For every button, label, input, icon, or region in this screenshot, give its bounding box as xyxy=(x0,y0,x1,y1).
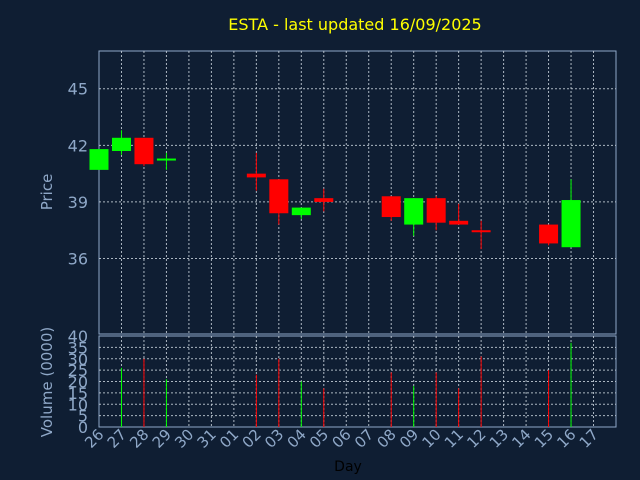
volume-y-tick-label: 30 xyxy=(68,350,88,369)
candle-12 xyxy=(471,220,491,250)
candle-body xyxy=(156,158,176,161)
price-y-tick-labels: 36 39 42 45 xyxy=(68,80,88,269)
price-y-tick-label: 45 xyxy=(68,80,88,99)
candle-27 xyxy=(111,130,131,155)
candle-body xyxy=(269,179,289,214)
volume-bar-series xyxy=(120,342,572,427)
candle-body xyxy=(381,196,401,218)
candle-09 xyxy=(404,198,424,236)
candle-body xyxy=(134,137,154,165)
volume-y-tick-label: 5 xyxy=(78,407,88,426)
candle-16 xyxy=(561,179,581,248)
x-tick-labels: 2627282930310102030405060708091011121314… xyxy=(81,425,602,451)
candle-28 xyxy=(134,137,154,167)
candlestick-series xyxy=(89,130,581,250)
volume-y-tick-label: 0 xyxy=(78,418,88,437)
price-panel-frame xyxy=(98,50,617,335)
price-panel: 36 39 42 45 Price xyxy=(38,50,617,335)
x-axis-label: Day xyxy=(334,459,362,475)
candle-29 xyxy=(156,152,176,170)
candle-05 xyxy=(314,188,334,212)
candle-body xyxy=(561,200,581,248)
volume-y-tick-label: 10 xyxy=(68,395,88,414)
volume-y-tick-label: 15 xyxy=(68,384,88,403)
candle-04 xyxy=(291,207,311,219)
candle-body xyxy=(246,173,266,178)
candle-26 xyxy=(89,149,109,170)
volume-axis-label: Volume (0000) xyxy=(38,327,56,437)
price-axis-label: Price xyxy=(38,174,56,211)
candle-body xyxy=(314,198,334,202)
price-y-tick-label: 39 xyxy=(68,193,88,212)
candle-15 xyxy=(539,224,559,246)
price-y-tick-label: 42 xyxy=(68,136,88,155)
candle-11 xyxy=(449,203,469,225)
candle-02 xyxy=(246,152,266,191)
volume-y-tick-label: 35 xyxy=(68,338,88,357)
candle-body xyxy=(291,207,311,216)
candle-08 xyxy=(381,196,401,221)
candle-body xyxy=(111,137,131,151)
candle-body xyxy=(471,230,491,233)
chart-title: ESTA - last updated 16/09/2025 xyxy=(228,15,481,34)
candle-body xyxy=(404,198,424,225)
candle-body xyxy=(449,220,469,225)
volume-y-tick-label: 25 xyxy=(68,361,88,380)
candle-body xyxy=(539,224,559,244)
candle-10 xyxy=(426,196,446,231)
candle-body xyxy=(426,198,446,223)
candle-03 xyxy=(269,179,289,225)
candle-body xyxy=(89,149,109,170)
price-y-tick-label: 36 xyxy=(68,250,88,269)
volume-y-tick-label: 40 xyxy=(68,327,88,346)
volume-y-tick-label: 20 xyxy=(68,373,88,392)
